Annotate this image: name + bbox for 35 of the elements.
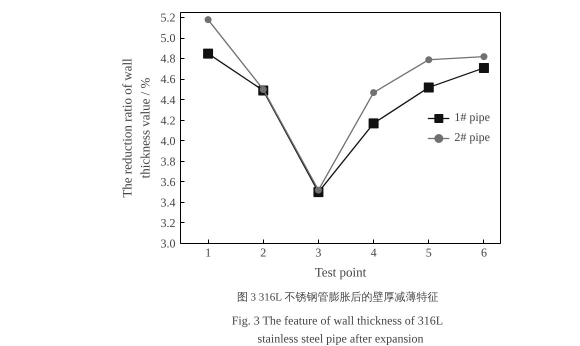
point: [370, 89, 378, 96]
point: [478, 62, 489, 73]
point: [424, 82, 434, 92]
y-tick-label: 4.8: [160, 52, 176, 66]
legend-label: 2# pipe: [454, 130, 490, 145]
y-tick-label: 3.8: [160, 154, 176, 168]
y-tick-label: 3.6: [160, 174, 176, 189]
legend-label: 1# pipe: [454, 110, 490, 125]
y-tick-label: 5.0: [160, 31, 176, 46]
x-tick-label: 3: [315, 246, 322, 260]
x-tick-label: 5: [426, 246, 432, 260]
point: [480, 53, 488, 60]
y-tick-label: 3.2: [160, 216, 176, 230]
y-tick-label: 4.2: [160, 113, 176, 128]
x-tick-label: 6: [480, 246, 487, 260]
caption: 图 3 316L 不锈钢管膨胀后的壁厚减薄特征: [236, 290, 438, 304]
y-tick-label: 3.4: [160, 195, 176, 210]
x-tick-label: 4: [370, 246, 377, 260]
x-axis-title: Test point: [314, 264, 367, 280]
y-tick-label: 4.6: [160, 72, 176, 86]
y-tick-label: 3.0: [160, 236, 176, 250]
x-tick-label: 2: [260, 246, 266, 260]
y-tick-label: 4.4: [160, 92, 176, 107]
point: [204, 16, 212, 24]
text: stainless steel pipe after expansion: [258, 332, 424, 346]
y-tick-label: 5.2: [160, 10, 176, 25]
y-tick-label: 4.0: [160, 134, 176, 148]
x-tick-label: 1: [205, 246, 212, 260]
point: [260, 86, 267, 93]
point: [368, 118, 379, 128]
caption: Fig. 3 The feature of wall thickness of 316L: [232, 314, 444, 328]
point: [203, 48, 214, 59]
point: [314, 186, 322, 194]
point: [425, 56, 432, 64]
y-axis-title: The reduction ratio of wall thickness value / %: [120, 58, 152, 198]
